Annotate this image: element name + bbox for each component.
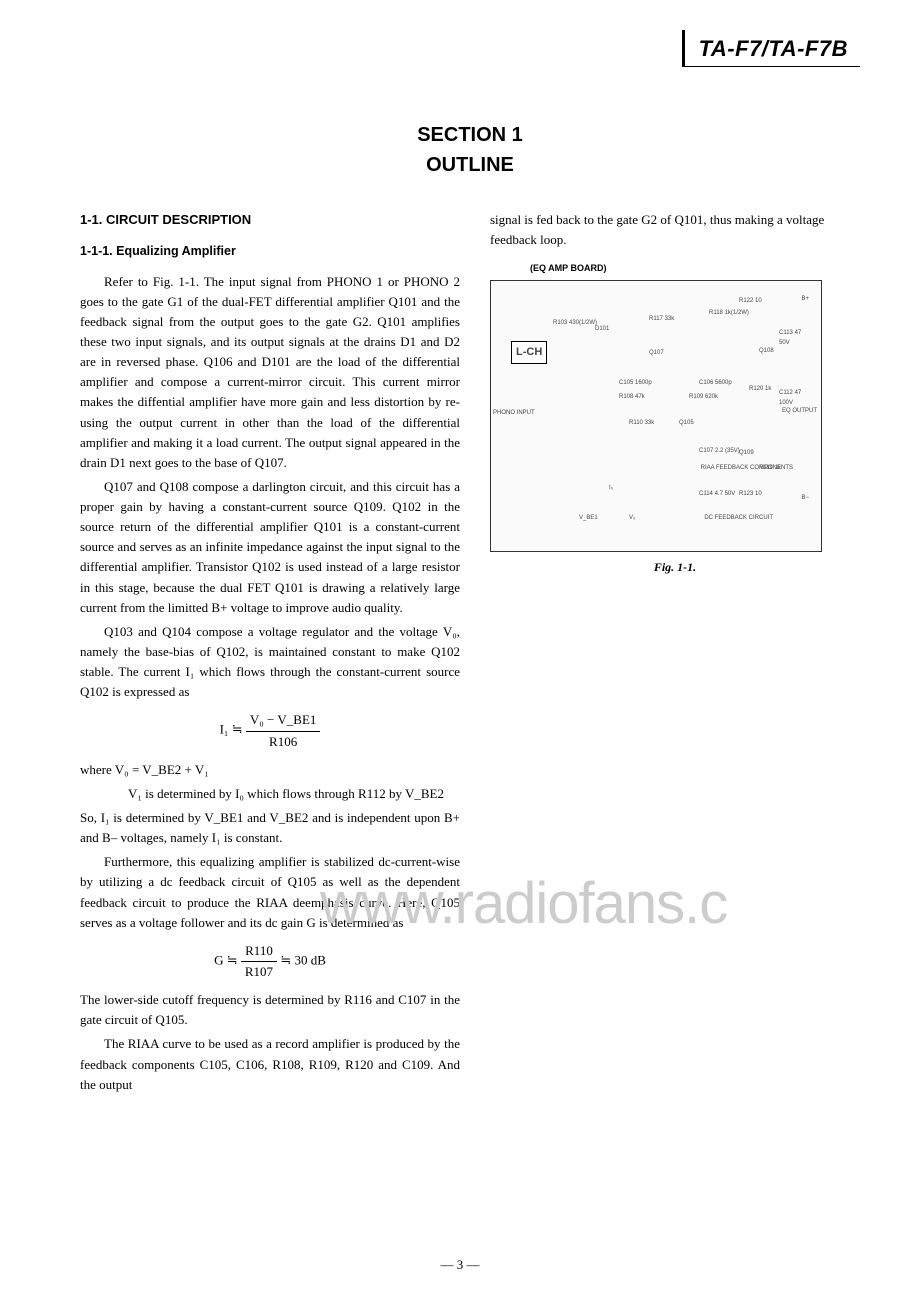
where-1: where V₀ = V_BE2 + V₁: [80, 760, 460, 780]
sch-r123: R123 10: [739, 490, 762, 499]
formula-1-num: V₀ − V_BE1: [246, 710, 321, 731]
para-6: The lower-side cutoff frequency is deter…: [80, 990, 460, 1030]
page-number: — 3 —: [0, 1257, 920, 1273]
section-line2: OUTLINE: [80, 150, 860, 180]
sch-v0: V₀: [629, 514, 636, 523]
heading-1-1-1: 1-1-1. Equalizing Amplifier: [80, 242, 460, 261]
para-7: The RIAA curve to be used as a record am…: [80, 1034, 460, 1094]
sch-vbe1: V_BE1: [579, 514, 598, 523]
formula-2-num: R110: [241, 941, 277, 962]
section-title: SECTION 1 OUTLINE: [80, 120, 860, 180]
sch-d101: D101: [595, 325, 609, 334]
para-4: So, I₁ is determined by V_BE1 and V_BE2 …: [80, 808, 460, 848]
sch-c107: C107 2.2 (35V): [699, 447, 740, 456]
where-2: V₁ is determined by I₀ which flows throu…: [128, 784, 460, 804]
formula-1-den: R106: [246, 732, 321, 752]
formula-2-rhs: ≒ 30 dB: [280, 953, 326, 968]
sch-r110: R110 33k: [629, 419, 654, 428]
sch-q108: Q108: [759, 347, 774, 356]
right-column: signal is fed back to the gate G2 of Q10…: [490, 210, 860, 1099]
board-label: (EQ AMP BOARD): [530, 262, 607, 276]
para-2: Q107 and Q108 compose a darlington circu…: [80, 477, 460, 618]
sch-r109: R109 620k: [689, 393, 718, 402]
model-header: TA-F7/TA-F7B: [682, 30, 860, 67]
sch-q109: Q109: [739, 449, 754, 458]
sch-r108: R108 47k: [619, 393, 645, 402]
sch-r103: R103 430(1/2W): [553, 319, 597, 328]
heading-1-1: 1-1. CIRCUIT DESCRIPTION: [80, 210, 460, 230]
para-1: Refer to Fig. 1-1. The input signal from…: [80, 272, 460, 473]
left-column: 1-1. CIRCUIT DESCRIPTION 1-1-1. Equalizi…: [80, 210, 460, 1099]
sch-q105: Q105: [679, 419, 694, 428]
sch-r118: R118 1k(1/2W): [709, 309, 749, 318]
schematic-figure: L-CH B+ B− PHONO INPUT EQ OUTPUT DC FEED…: [490, 280, 822, 552]
sch-r117: R117 33k: [649, 315, 674, 324]
right-para-1: signal is fed back to the gate G2 of Q10…: [490, 210, 860, 250]
formula-2: G ≒ R110 R107 ≒ 30 dB: [80, 941, 460, 982]
sch-phono: PHONO INPUT: [493, 409, 535, 418]
sch-c112: C112 47 100V: [779, 389, 813, 408]
formula-1-lhs: I₁ ≒: [220, 722, 246, 737]
sch-q107: Q107: [649, 349, 664, 358]
sch-c114: C114 4.7 50V: [699, 490, 735, 499]
sch-bminus: B−: [801, 494, 809, 503]
sch-c106: C106 5600p: [699, 379, 732, 388]
para-3: Q103 and Q104 compose a voltage regulato…: [80, 622, 460, 703]
watermark: www.radiofans.c: [320, 870, 920, 937]
sch-c113: C113 47 50V: [779, 329, 813, 348]
sch-r122: R122 10: [739, 297, 762, 306]
sch-r120: R120 1k: [749, 385, 771, 394]
section-line1: SECTION 1: [80, 120, 860, 150]
sch-dcfb: DC FEEDBACK CIRCUIT: [704, 514, 773, 523]
formula-2-den: R107: [241, 962, 277, 982]
sch-riaa: RIAA FEEDBACK COMPONENTS: [701, 464, 793, 473]
formula-2-lhs: G ≒: [214, 953, 241, 968]
formula-1: I₁ ≒ V₀ − V_BE1 R106: [80, 710, 460, 751]
figure-caption: Fig. 1-1.: [490, 558, 860, 577]
sch-eqout: EQ OUTPUT: [782, 407, 817, 416]
sch-bplus: B+: [801, 295, 809, 304]
sch-c105: C105 1600p: [619, 379, 652, 388]
sch-i0: I₀: [609, 484, 613, 493]
